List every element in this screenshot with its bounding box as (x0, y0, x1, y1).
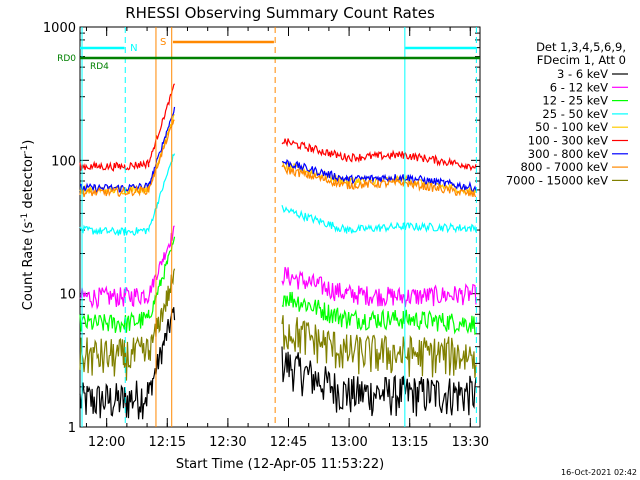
series-line-post (281, 291, 477, 335)
legend-label: 6 - 12 keV (550, 80, 608, 94)
series-12-25-kev (79, 236, 477, 335)
legend-label: 3 - 6 keV (557, 67, 608, 81)
y-tick-label: 10 (59, 288, 76, 303)
series-line-pre (79, 236, 176, 333)
series-line-post (281, 315, 477, 379)
flag-layer: N S RD0 RD4 (57, 27, 480, 427)
series-line-pre (79, 307, 176, 420)
legend-label: 12 - 25 keV (542, 94, 608, 108)
series-line-post (281, 164, 477, 198)
series-line-post (281, 266, 477, 308)
flag-label: RD4 (90, 62, 109, 72)
legend-label: 100 - 300 keV (528, 134, 608, 148)
series-line-post (282, 158, 477, 193)
y-tick-label: 1000 (43, 21, 76, 36)
series-100-300-kev (79, 83, 477, 172)
flag-label: RD0 (57, 54, 76, 64)
series-6-12-kev (79, 225, 477, 310)
series-3-6-kev (79, 307, 477, 420)
y-axis: 1 10 100 1000 (43, 21, 480, 436)
x-tick-label: 12:45 (270, 435, 307, 450)
legend: Det 1,3,4,5,6,9, FDecim 1, Att 0 3 - 6 k… (506, 40, 628, 187)
series-line-pre (79, 83, 176, 172)
series-line-pre (79, 119, 175, 198)
series-7000-15000-kev (79, 268, 477, 381)
series-line-post (281, 138, 477, 172)
series-800-7000-kev (79, 119, 477, 198)
series-50-100-kev (79, 114, 477, 196)
series-25-50-kev (79, 153, 477, 236)
series-300-800-kev (79, 106, 477, 194)
x-tick-label: 13:00 (330, 435, 367, 450)
legend-label: 300 - 800 keV (528, 147, 608, 161)
y-tick-label: 100 (51, 154, 76, 169)
legend-header-1: Det 1,3,4,5,6,9, (536, 40, 626, 54)
series-line-pre (79, 153, 176, 236)
y-tick-label: 1 (68, 421, 76, 436)
footer-date: 16-Oct-2021 02:42 (561, 468, 637, 477)
y-axis-label: Count Rate (s-1 detector-1) (20, 140, 36, 311)
legend-label: 800 - 7000 keV (520, 160, 608, 174)
legend-header-2: FDecim 1, Att 0 (537, 53, 626, 67)
x-tick-label: 12:30 (209, 435, 246, 450)
chart-title: RHESSI Observing Summary Count Rates (125, 4, 435, 22)
series-line-pre (79, 106, 176, 194)
legend-label: 25 - 50 keV (542, 107, 608, 121)
series-line-post (281, 346, 477, 417)
x-tick-label: 12:00 (88, 435, 125, 450)
legend-label: 50 - 100 keV (535, 120, 608, 134)
legend-label: 7000 - 15000 keV (506, 173, 608, 187)
x-tick-label: 12:15 (149, 435, 186, 450)
series-line-pre (79, 225, 175, 310)
series-line-pre (79, 268, 176, 381)
flag-label: S (160, 37, 166, 48)
flag-label: N (130, 43, 137, 54)
x-axis: 12:00 12:15 12:30 12:45 13:00 13:15 13:30 (85, 27, 489, 450)
series-line-post (281, 204, 477, 234)
x-tick-label: 13:30 (452, 435, 489, 450)
x-axis-label: Start Time (12-Apr-05 11:53:22) (176, 457, 384, 472)
x-tick-label: 13:15 (391, 435, 428, 450)
data-layer (79, 83, 477, 420)
